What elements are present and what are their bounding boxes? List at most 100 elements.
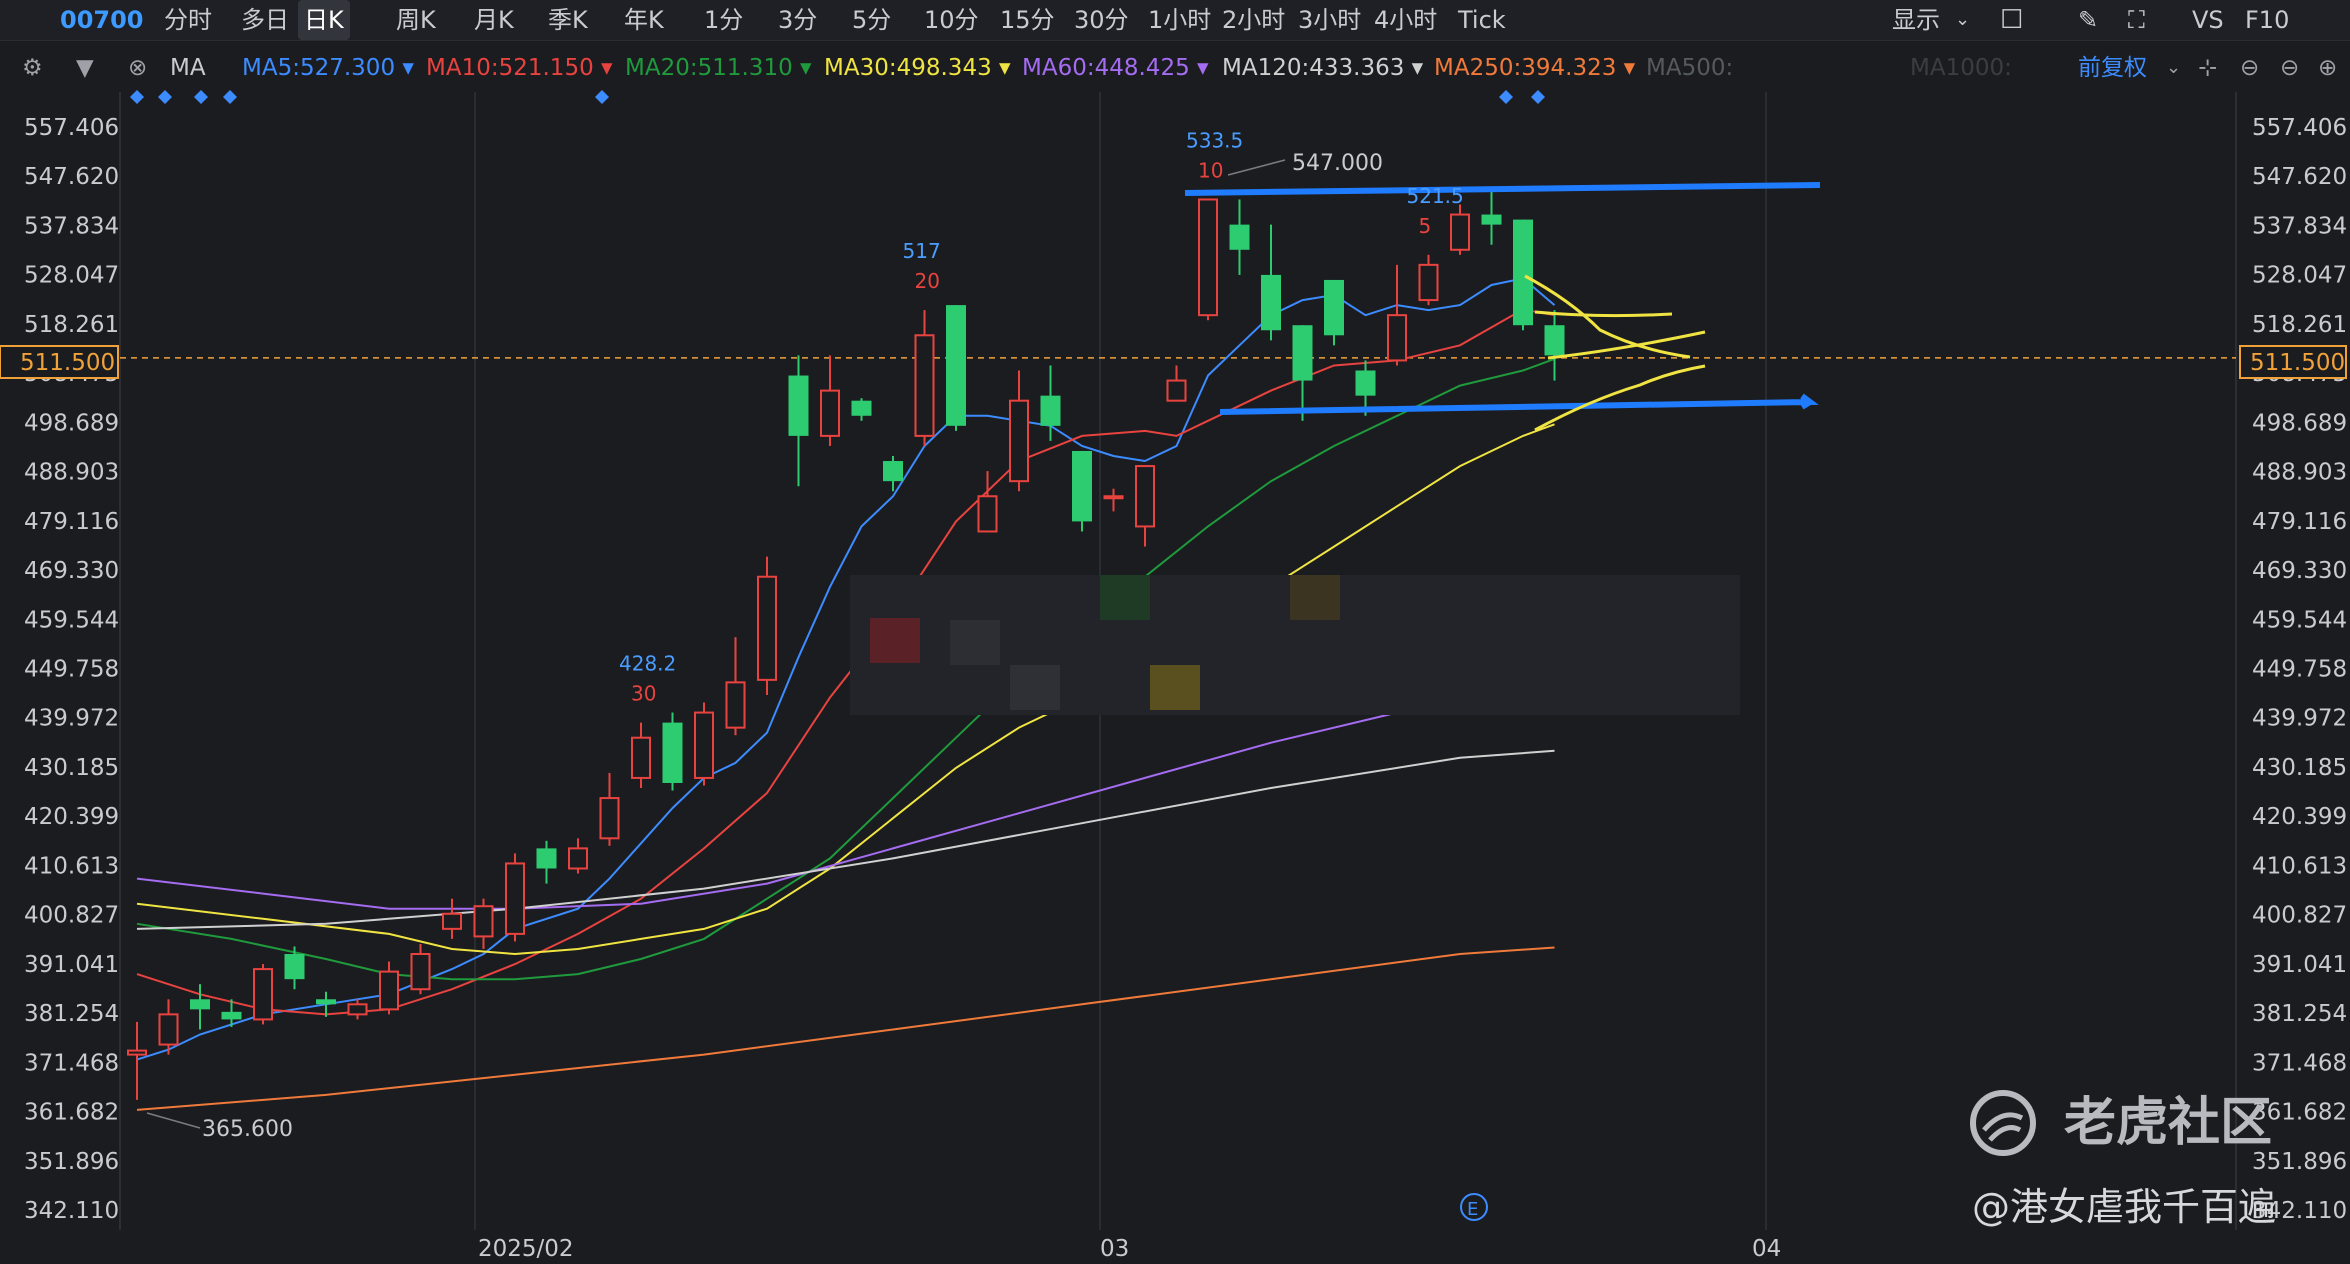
timeframe-tab[interactable]: 多日 [241,6,289,34]
timeframe-tab[interactable]: Tick [1458,6,1506,34]
display-menu[interactable]: 显示 [1892,6,1940,34]
timeframe-tab[interactable]: 2小时 [1222,6,1286,34]
event-diamond[interactable] [130,90,144,104]
candle[interactable] [1261,224,1281,341]
candle[interactable] [883,456,903,492]
candle[interactable] [599,772,620,846]
candle[interactable] [1103,488,1124,512]
ma-value[interactable]: MA120:433.363 ▾ [1222,55,1424,81]
candle[interactable] [820,355,840,446]
ma-value[interactable]: MA30:498.343 ▾ [824,55,1011,81]
candle[interactable] [410,943,431,995]
ma-value[interactable]: MA500: [1646,55,1734,81]
candle[interactable] [442,898,462,939]
timeframe-tab[interactable]: 1分 [704,6,744,34]
candle[interactable] [221,999,242,1027]
ma-value[interactable]: MA5:527.300 ▾ [242,55,414,81]
candle[interactable] [788,355,809,487]
candle[interactable] [568,838,588,874]
ma-value[interactable]: MA20:511.310 ▾ [625,55,812,81]
candle[interactable] [725,637,746,736]
candle-body [284,954,305,980]
axis-settings-icon[interactable]: ⊹ [2198,55,2218,81]
candle[interactable] [253,964,273,1025]
timeframe-tab[interactable]: 5分 [852,6,892,34]
indicator-name[interactable]: MA [170,55,206,81]
stock-code[interactable]: 00700 [60,6,144,34]
candle[interactable] [757,556,777,695]
candle[interactable] [1198,198,1218,321]
minus-circle-icon[interactable]: ⊖ [2240,55,2260,81]
timeframe-tab[interactable]: 分时 [164,6,212,34]
timeframe-tab[interactable]: 15分 [1000,6,1055,34]
candle[interactable] [1324,279,1344,346]
candle[interactable] [190,984,210,1030]
minus-circle-icon[interactable]: ⊖ [2280,55,2300,81]
candle[interactable] [946,305,966,431]
candle[interactable] [1072,450,1092,532]
chevron-down-icon[interactable]: ⌄ [1955,9,1971,30]
candle[interactable] [1513,219,1533,331]
timeframe-tab[interactable]: 季K [548,6,588,34]
candle[interactable] [127,1021,147,1100]
candle[interactable] [505,853,525,942]
candle[interactable] [1135,465,1155,547]
draw-pen-icon[interactable]: ✎ [2078,6,2099,34]
candle[interactable] [536,840,557,884]
timeframe-tab[interactable]: 4小时 [1374,6,1438,34]
timeframe-tab[interactable]: 月K [474,6,514,34]
timeframe-tab[interactable]: 3小时 [1298,6,1362,34]
candle[interactable] [631,722,651,789]
timeframe-tab[interactable]: 年K [624,6,664,34]
ma-value[interactable]: MA10:521.150 ▾ [426,55,613,81]
f10-button[interactable]: F10 [2245,6,2290,34]
candle[interactable] [662,712,683,791]
candle[interactable] [158,999,179,1055]
candle[interactable] [851,398,872,421]
chart-box-icon[interactable]: ☐ [2000,5,2024,35]
timeframe-tab[interactable]: 1小时 [1148,6,1212,34]
ma-value[interactable]: MA250:394.323 ▾ [1434,55,1636,81]
fullscreen-icon[interactable]: ⛶ [2128,6,2145,34]
candle[interactable] [1481,189,1502,245]
candle[interactable] [914,310,935,446]
candle[interactable] [977,471,998,533]
candle[interactable] [379,961,399,1015]
event-diamond[interactable] [1499,90,1513,104]
settings-gear-icon[interactable]: ⚙ [22,55,43,81]
candle[interactable] [694,702,714,786]
candle[interactable] [1229,199,1250,275]
candle[interactable] [347,999,368,1020]
timeframe-tab[interactable]: 30分 [1074,6,1129,34]
candle[interactable] [1418,254,1439,306]
candle[interactable] [1009,370,1029,492]
event-diamond[interactable] [1531,90,1545,104]
event-diamond[interactable] [595,90,609,104]
timeframe-tab[interactable]: 周K [396,6,436,34]
event-diamond[interactable] [158,90,172,104]
timeframe-tab[interactable]: 3分 [778,6,818,34]
candle[interactable] [1544,310,1565,381]
vs-button[interactable]: VS [2192,6,2224,34]
add-circle-icon[interactable]: ⊕ [2318,55,2338,81]
adjust-mode-button[interactable]: 前复权 [2078,55,2147,81]
candle[interactable] [473,898,494,949]
timeframe-tab[interactable]: 10分 [924,6,979,34]
candle[interactable] [1387,264,1407,366]
event-diamond[interactable] [194,90,208,104]
timeframe-tab[interactable]: 日K [298,0,350,40]
candle[interactable] [284,946,305,990]
chevron-down-icon[interactable]: ⌄ [2166,57,2182,78]
candle[interactable] [1166,365,1187,402]
candle[interactable] [1040,365,1061,441]
candle[interactable] [316,991,336,1017]
dropdown-circle-icon[interactable]: ▼ [76,55,94,81]
candle[interactable] [1450,204,1470,255]
date-tick: 2025/02 [478,1236,574,1262]
candle[interactable] [1292,325,1313,421]
close-circle-icon[interactable]: ⊗ [128,55,148,81]
ma-value[interactable]: MA60:448.425 ▾ [1022,55,1209,81]
ma-value[interactable]: MA1000: [1910,55,2012,81]
event-diamond[interactable] [223,90,237,104]
